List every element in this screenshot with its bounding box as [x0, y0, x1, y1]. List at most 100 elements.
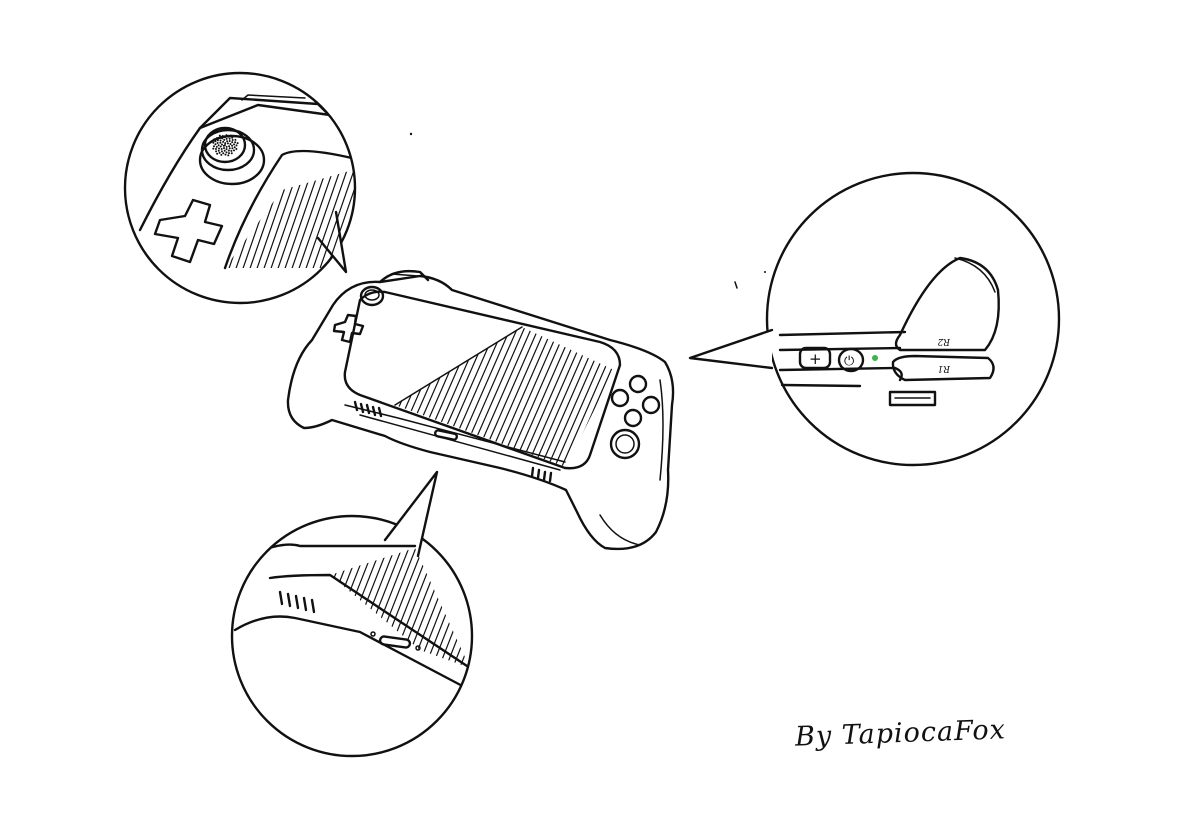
status-led [872, 355, 878, 361]
vents-zoomed [278, 590, 316, 614]
face-buttons [610, 374, 661, 428]
hatch-line [322, 168, 355, 268]
hatch-line [290, 320, 360, 480]
stipple-dot [217, 144, 220, 147]
stipple-dot [220, 150, 223, 153]
stipple-dot [214, 140, 217, 143]
stipple-dot [221, 134, 224, 137]
hatch-line [447, 548, 470, 668]
stipple-dot [218, 134, 221, 137]
stipple-dot [225, 148, 228, 151]
mic-hole-2 [415, 645, 421, 651]
stipple-dot [226, 140, 229, 143]
stipple-dot [231, 136, 234, 139]
right-thumbstick [609, 428, 641, 460]
callout-thumbstick-detail [123, 71, 357, 305]
dpad-zoomed [153, 198, 224, 264]
stipple-dot [213, 138, 216, 141]
stipple-dot [223, 138, 226, 141]
hatch-line [315, 168, 355, 268]
power-button [837, 347, 865, 373]
handheld-console-drawing [286, 269, 675, 551]
stipple-dot [215, 137, 218, 140]
stipple-dot [217, 149, 220, 152]
stipple-dot [228, 140, 231, 143]
stipple-dot [231, 144, 234, 147]
r2-trigger [894, 256, 1000, 352]
hatch-line [555, 327, 614, 467]
stipple-dot [228, 145, 231, 148]
r1-label: R1 [937, 363, 951, 373]
stipple-dot [225, 134, 228, 137]
stipple-dot [214, 143, 217, 146]
hatch-line [454, 548, 470, 668]
stipple-dot [212, 141, 215, 144]
stipple-dot [224, 142, 227, 145]
stipple-dot [233, 143, 236, 146]
stipple-dot [220, 148, 223, 151]
stipple-dot [227, 149, 230, 152]
stipple-dot [234, 138, 237, 141]
stipple-dot [227, 152, 230, 155]
stipple-dot [222, 140, 225, 143]
stipple-dot [229, 142, 232, 145]
hatch-line [395, 327, 445, 467]
stipple-dot [218, 147, 221, 150]
r1-bumper [891, 354, 995, 382]
stipple-dot [224, 153, 227, 156]
stipple-dot [233, 149, 236, 152]
callout-port-detail [230, 470, 474, 758]
hatch-line [395, 327, 417, 467]
stipple-dot [220, 153, 223, 156]
stipple-dot [233, 146, 236, 149]
r2-label: R2 [937, 336, 951, 346]
hatch-line [395, 327, 396, 467]
hatch-line [395, 327, 452, 467]
stipple-dot [219, 141, 222, 144]
stipple-dot [235, 148, 238, 151]
stipple-dot [219, 139, 222, 142]
stipple-dot [227, 154, 230, 157]
hatch-line [443, 327, 515, 467]
screen-glare-hatching [290, 320, 614, 480]
stipple-dot [224, 136, 226, 139]
stipple-dot [219, 145, 222, 148]
left-vents [353, 400, 383, 418]
ink-stroke [734, 281, 738, 289]
stipple-dot [218, 151, 221, 154]
stipple-dot [221, 137, 224, 140]
usb-c-port [433, 429, 459, 441]
stipple-dot [222, 144, 225, 147]
usb-c-port-zoomed [378, 635, 412, 649]
left-thumbstick [359, 285, 385, 307]
stipple-dot [222, 152, 225, 155]
stipple-dot [225, 151, 228, 154]
stipple-dot [228, 147, 231, 150]
hatch-line [304, 320, 374, 480]
stipple-dot [215, 145, 218, 148]
stipple-dot [225, 137, 228, 140]
stipple-dot [216, 142, 219, 145]
thumbstick-zoomed [198, 126, 266, 186]
hatch-line [464, 327, 536, 467]
stipple-dot [218, 136, 221, 139]
stipple-dot [223, 149, 226, 152]
callout-shoulder-detail: R2 R1 + ⏻ [688, 171, 1061, 467]
hatch-line [429, 327, 501, 467]
stipple-dot [216, 139, 219, 142]
plus-button [798, 346, 832, 370]
stipple-dot [229, 134, 232, 137]
stipple-dot [230, 152, 233, 155]
dpad [332, 313, 365, 344]
hatch-line [401, 327, 473, 467]
stipple-dot [214, 147, 217, 150]
power-icon: ⏻ [844, 354, 854, 369]
stipple-dot [234, 141, 237, 144]
right-vents [530, 466, 553, 483]
stipple-dot [225, 145, 228, 148]
stipple-dot [223, 147, 226, 150]
mic-hole [370, 631, 376, 637]
stipple-dot [231, 138, 234, 141]
